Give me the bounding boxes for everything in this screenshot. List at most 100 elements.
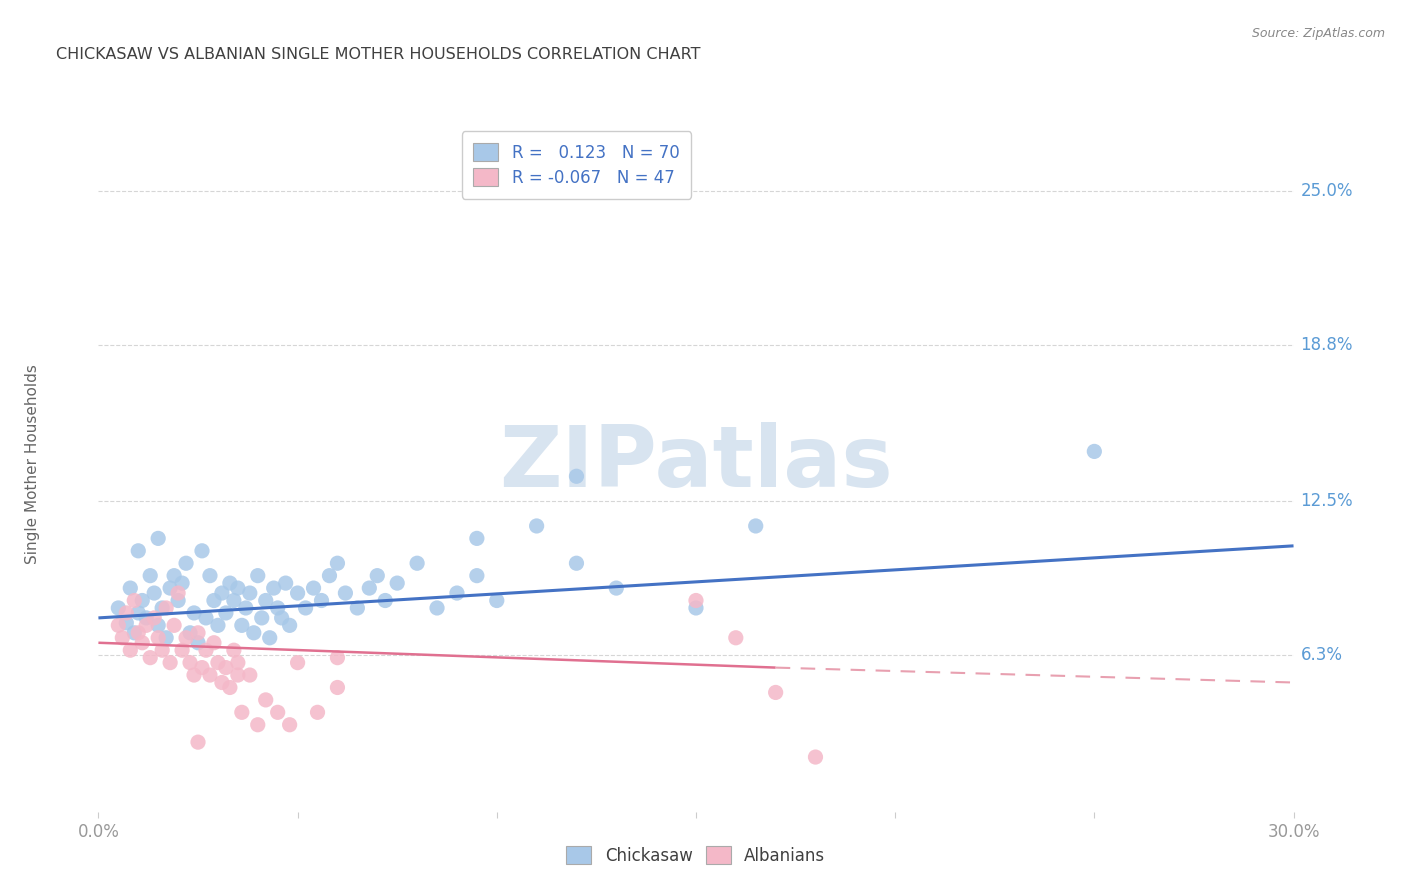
Point [318,568,340,582]
Point [302,581,325,595]
Point [226,581,249,595]
Point [107,601,129,615]
Point [107,618,129,632]
Point [198,568,221,582]
Text: CHICKASAW VS ALBANIAN SINGLE MOTHER HOUSEHOLDS CORRELATION CHART: CHICKASAW VS ALBANIAN SINGLE MOTHER HOUS… [56,47,700,62]
Point [326,681,349,695]
Point [685,593,707,607]
Point [605,581,627,595]
Point [148,631,170,645]
Point [167,586,190,600]
Text: 25.0%: 25.0% [1301,181,1353,200]
Point [235,601,257,615]
Point [120,581,142,595]
Point [465,532,488,546]
Point [326,556,349,570]
Point [183,606,205,620]
Point [366,568,388,582]
Point [311,593,333,607]
Point [222,643,245,657]
Point [374,593,396,607]
Point [239,668,262,682]
Point [115,615,138,630]
Point [211,675,233,690]
Point [135,618,157,632]
Point [231,706,253,720]
Point [143,611,166,625]
Point [307,706,329,720]
Point [179,656,201,670]
Point [724,631,747,645]
Point [446,586,468,600]
Point [254,593,277,607]
Point [148,618,170,632]
Point [526,519,548,533]
Point [139,650,162,665]
Point [172,643,194,657]
Point [127,625,149,640]
Point [259,631,281,645]
Point [243,625,266,640]
Point [1083,444,1105,458]
Point [187,636,209,650]
Point [287,656,309,670]
Point [211,586,233,600]
Point [179,625,201,640]
Point [346,601,368,615]
Point [143,586,166,600]
Point [294,601,316,615]
Point [765,685,787,699]
Point [215,660,238,674]
Point [326,650,349,665]
Point [202,593,225,607]
Point [270,611,292,625]
Legend: Chickasaw, Albanians: Chickasaw, Albanians [558,838,834,873]
Point [278,618,301,632]
Text: 6.3%: 6.3% [1301,646,1343,665]
Point [150,601,173,615]
Text: ZIPatlas: ZIPatlas [499,422,893,506]
Point [148,532,170,546]
Text: Single Mother Households: Single Mother Households [25,364,41,564]
Point [111,631,134,645]
Text: Source: ZipAtlas.com: Source: ZipAtlas.com [1251,27,1385,40]
Point [172,576,194,591]
Point [174,631,197,645]
Point [565,469,588,483]
Point [191,660,214,674]
Point [246,568,269,582]
Point [406,556,429,570]
Point [804,750,827,764]
Point [267,706,290,720]
Point [267,601,290,615]
Point [426,601,449,615]
Point [167,593,190,607]
Point [239,586,262,600]
Point [335,586,357,600]
Point [159,656,181,670]
Point [219,681,242,695]
Point [131,593,153,607]
Point [274,576,297,591]
Point [159,581,181,595]
Point [226,656,249,670]
Point [226,668,249,682]
Point [174,556,197,570]
Point [194,643,218,657]
Point [150,643,173,657]
Point [202,636,225,650]
Point [191,544,214,558]
Point [163,618,186,632]
Point [127,544,149,558]
Point [207,656,229,670]
Point [194,611,218,625]
Point [115,606,138,620]
Point [465,568,488,582]
Text: 12.5%: 12.5% [1301,492,1353,510]
Point [685,601,707,615]
Point [120,643,142,657]
Point [485,593,508,607]
Point [231,618,253,632]
Point [155,601,177,615]
Point [263,581,285,595]
